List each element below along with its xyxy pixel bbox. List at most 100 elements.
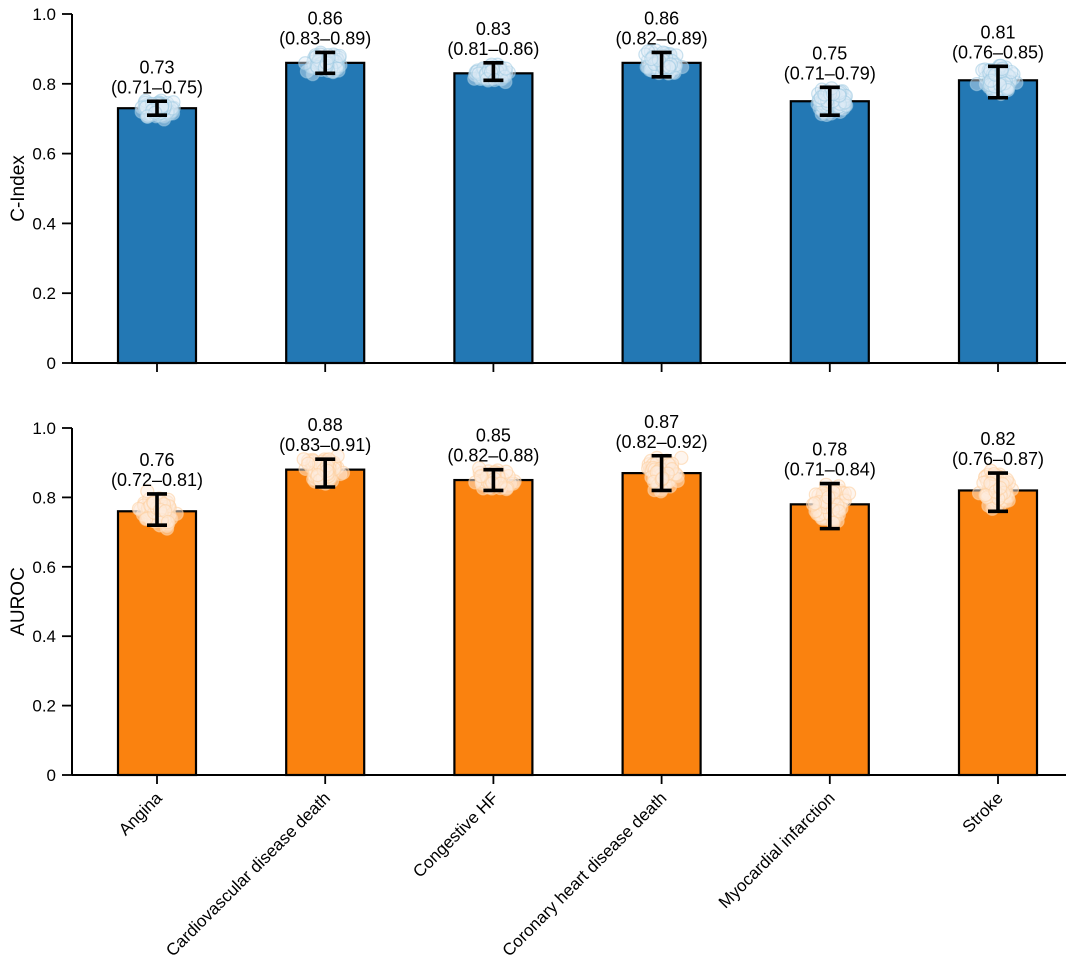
scatter-point: [310, 468, 325, 483]
bar-group-coronary-heart-disease-death: 0.86(0.82–0.89): [616, 8, 708, 372]
y-axis-title: AUROC: [8, 567, 29, 636]
scatter-cloud: [638, 43, 690, 81]
value-label: 0.86: [644, 8, 679, 28]
y-tick-label: 0: [47, 766, 56, 785]
bar-group-stroke: 0.82(0.76–0.87): [952, 429, 1044, 784]
ci-label: (0.82–0.89): [616, 28, 708, 48]
y-tick-label: 0.4: [32, 214, 56, 233]
x-tick-label-angina: Angina: [115, 788, 166, 839]
scatter-point: [332, 48, 347, 64]
error-bar: [819, 481, 840, 531]
y-tick-label: 0.8: [32, 75, 56, 94]
y-tick-label: 0.8: [32, 488, 56, 507]
y-tick-label: 0.6: [32, 558, 56, 577]
scatter-cloud: [969, 58, 1024, 102]
scatter-point: [498, 61, 513, 76]
value-label: 0.82: [980, 429, 1015, 449]
bar-group-myocardial-infarction: 0.75(0.71–0.79): [784, 43, 876, 372]
bar-group-stroke: 0.81(0.76–0.85): [952, 22, 1044, 372]
scatter-point: [493, 476, 508, 491]
bar-group-angina: 0.73(0.71–0.75): [111, 57, 203, 372]
error-bar: [315, 50, 336, 76]
bar-group-coronary-heart-disease-death: 0.87(0.82–0.92): [616, 412, 708, 784]
error-bar: [147, 99, 167, 118]
error-bar: [651, 50, 672, 79]
scatter-point: [969, 76, 984, 92]
x-tick-label-congestive-hf: Congestive HF: [409, 788, 502, 881]
value-label: 0.76: [139, 450, 174, 470]
bar-angina: [116, 510, 198, 777]
bar-stroke: [957, 79, 1039, 365]
scatter-point: [644, 51, 659, 67]
x-tick-label-stroke: Stroke: [959, 788, 1007, 836]
bar-stroke: [957, 489, 1039, 777]
value-label: 0.75: [812, 43, 847, 63]
scatter-point: [992, 480, 1008, 495]
ci-label: (0.82–0.92): [616, 432, 708, 452]
x-tick-label-myocardial-infarction: Myocardial infarction: [715, 788, 839, 912]
y-axis-title: C-Index: [8, 155, 29, 222]
ci-label: (0.82–0.88): [447, 446, 539, 466]
bar-group-myocardial-infarction: 0.78(0.71–0.84): [784, 440, 876, 784]
value-label: 0.88: [308, 415, 343, 435]
bar-group-angina: 0.76(0.72–0.81): [111, 450, 203, 784]
value-label: 0.87: [644, 412, 679, 432]
bar-angina: [116, 107, 198, 365]
ci-label: (0.76–0.87): [952, 449, 1044, 469]
bar-cardiovascular-disease-death: [285, 468, 366, 777]
error-bar: [988, 64, 1008, 100]
y-tick-label: 1.0: [32, 5, 56, 24]
bar-coronary-heart-disease-death: [621, 61, 702, 365]
scatter-point: [301, 456, 316, 471]
y-tick-label: 0: [47, 354, 56, 373]
value-label: 0.83: [476, 19, 511, 39]
bar-group-cardiovascular-disease-death: 0.86(0.83–0.89): [279, 8, 371, 372]
error-bar: [483, 467, 504, 493]
y-tick-label: 0.2: [32, 697, 56, 716]
y-tick-label: 0.2: [32, 284, 56, 303]
panel-bottom: 1.00.80.60.40.20AUROC0.76(0.72–0.81)Angi…: [8, 412, 1066, 959]
bar-congestive-hf: [453, 72, 534, 365]
value-label: 0.78: [812, 440, 847, 460]
value-label: 0.86: [308, 8, 343, 28]
ci-label: (0.71–0.84): [784, 460, 876, 480]
ci-label: (0.71–0.75): [111, 77, 203, 97]
ci-label: (0.81–0.86): [447, 39, 539, 59]
ci-label: (0.83–0.89): [279, 28, 371, 48]
bar-coronary-heart-disease-death: [621, 472, 702, 777]
bar-congestive-hf: [453, 478, 534, 777]
error-bar: [483, 61, 504, 83]
bar-myocardial-infarction: [789, 100, 870, 365]
bar-group-cardiovascular-disease-death: 0.88(0.83–0.91): [279, 415, 371, 784]
bar-group-congestive-hf: 0.85(0.82–0.88): [447, 426, 539, 784]
x-tick-label-cardiovascular-disease-death: Cardiovascular disease death: [162, 788, 334, 959]
scatter-point: [841, 486, 857, 501]
ci-label: (0.71–0.79): [784, 63, 876, 83]
y-tick-label: 0.6: [32, 145, 56, 164]
x-tick-label-coronary-heart-disease-death: Coronary heart disease death: [499, 788, 671, 959]
scatter-point: [663, 57, 679, 72]
ci-label: (0.76–0.85): [952, 42, 1044, 62]
value-label: 0.81: [980, 22, 1015, 42]
bar-group-congestive-hf: 0.83(0.81–0.86): [447, 19, 539, 372]
panel-top: 1.00.80.60.40.20C-Index0.73(0.71–0.75)0.…: [8, 5, 1066, 373]
scatter-point: [473, 469, 488, 484]
bar-cardiovascular-disease-death: [285, 61, 366, 365]
scatter-point: [807, 496, 823, 511]
scatter-cloud: [468, 461, 522, 497]
error-bar: [315, 457, 336, 489]
y-tick-label: 0.4: [32, 627, 56, 646]
ci-label: (0.72–0.81): [111, 470, 203, 490]
bar-myocardial-infarction: [789, 503, 870, 777]
value-label: 0.73: [139, 57, 174, 77]
error-bar: [988, 471, 1008, 514]
scatter-point: [831, 504, 847, 519]
error-bar: [147, 492, 167, 527]
error-bar: [651, 453, 672, 493]
ci-label: (0.83–0.91): [279, 435, 371, 455]
scatter-point: [661, 59, 677, 75]
value-label: 0.85: [476, 426, 511, 446]
error-bar: [819, 85, 840, 118]
